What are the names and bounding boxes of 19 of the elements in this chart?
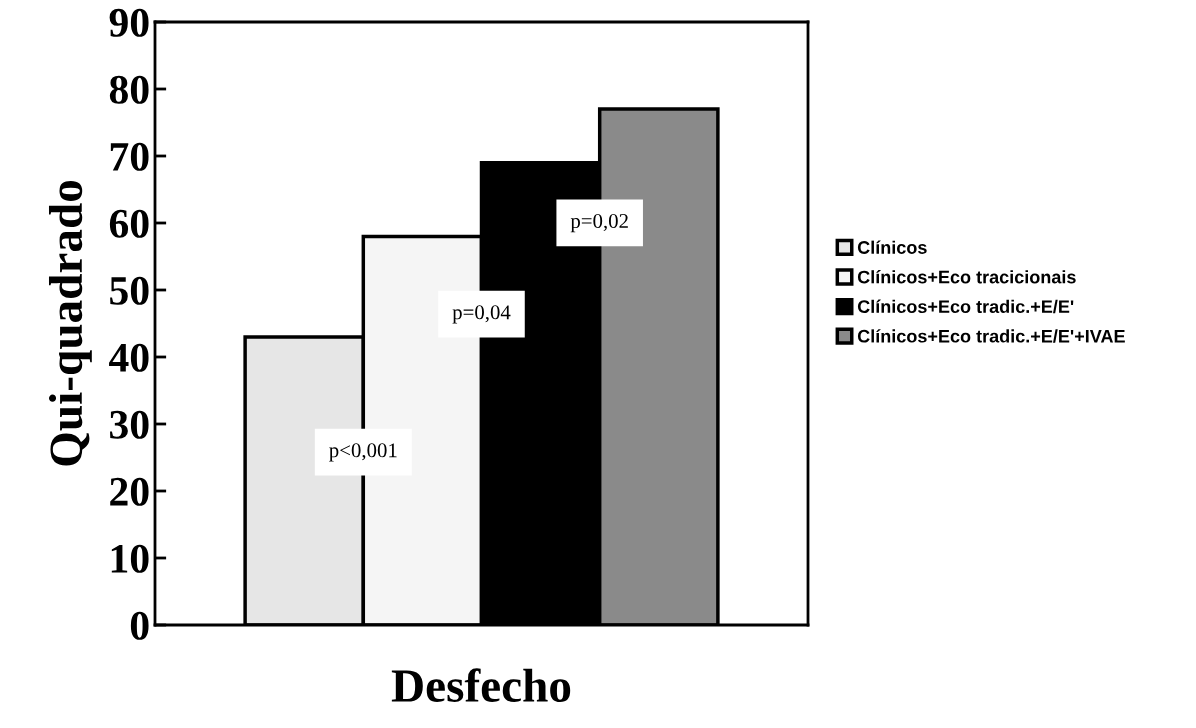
y-tick-label: 90 xyxy=(109,8,149,37)
legend-label: Clínicos+Eco tracicionais xyxy=(857,270,1076,284)
annotation: p=0,04 xyxy=(452,305,511,324)
y-tick-label: 40 xyxy=(109,343,149,372)
y-tick-label: 50 xyxy=(110,276,149,305)
y-tick-label: 70 xyxy=(110,142,149,171)
y-tick-label: 10 xyxy=(111,544,149,573)
legend-label: Clínicos+Eco tradic.+E/E'+IVAE xyxy=(857,329,1125,343)
legend-label: Clínicos xyxy=(857,240,927,254)
y-tick-label: 0 xyxy=(130,611,149,640)
legend-label: Clínicos+Eco tradic.+E/E' xyxy=(857,299,1074,314)
annotation: p<0,001 xyxy=(329,443,397,462)
y-tick-label: 20 xyxy=(110,477,149,506)
y-tick-label: 30 xyxy=(110,410,149,439)
y-tick-label: 80 xyxy=(109,75,149,104)
y-tick-label: 60 xyxy=(109,209,149,238)
y-axis-title: Qui-quadrado xyxy=(48,180,92,466)
annotation: p=0,02 xyxy=(570,213,628,233)
x-axis-title: Desfecho xyxy=(391,668,571,702)
